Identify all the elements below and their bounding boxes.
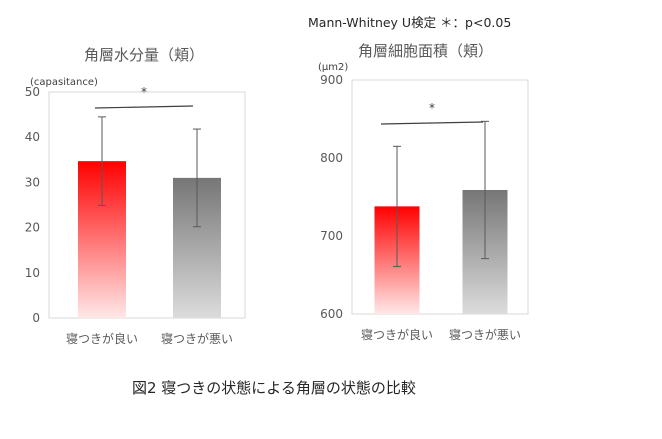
chart-1-title: 角層水分量（頬） [84, 46, 205, 64]
y-tick-label: 0 [32, 311, 40, 325]
y-unit-label: (capasitance) [30, 77, 98, 88]
figure-caption: 図2 寝つきの状態による角層の状態の比較 [132, 379, 416, 397]
y-tick-label: 50 [25, 85, 40, 99]
y-unit-label: (μm2) [318, 62, 348, 73]
significance-marker: * [429, 101, 435, 115]
chart-moisture: (capasitance) 0 10 20 30 40 50 寝つきが良い 寝つきが悪い * [25, 77, 246, 346]
y-tick-label: 900 [320, 73, 343, 87]
y-tick-label: 40 [25, 130, 40, 144]
chart-cell-area: (μm2) 600 700 800 900 寝つきが良い 寝つきが悪い * [318, 62, 529, 342]
y-tick-label: 700 [320, 229, 343, 243]
category-label: 寝つきが良い [66, 331, 138, 346]
y-tick-label: 30 [25, 175, 40, 189]
significance-line [94, 105, 194, 109]
y-tick-label: 20 [25, 221, 40, 235]
plot-area-frame [351, 79, 529, 315]
category-label: 寝つきが悪い [449, 327, 521, 342]
chart-2-title: 角層細胞面積（頬） [358, 42, 494, 60]
y-tick-label: 600 [320, 307, 343, 321]
test-note: Mann-Whitney U検定 ＊：p<0.05 [308, 15, 512, 30]
charts-canvas: (capasitance) 0 10 20 30 40 50 寝つきが良い 寝つきが悪い * (μ… [25, 62, 529, 346]
category-label: 寝つきが良い [361, 327, 433, 342]
y-tick-label: 10 [25, 266, 40, 280]
plot-area-frame [48, 91, 246, 319]
significance-marker: * [141, 85, 147, 99]
significance-line [380, 121, 484, 125]
category-label: 寝つきが悪い [161, 331, 233, 346]
y-tick-label: 800 [320, 151, 343, 165]
